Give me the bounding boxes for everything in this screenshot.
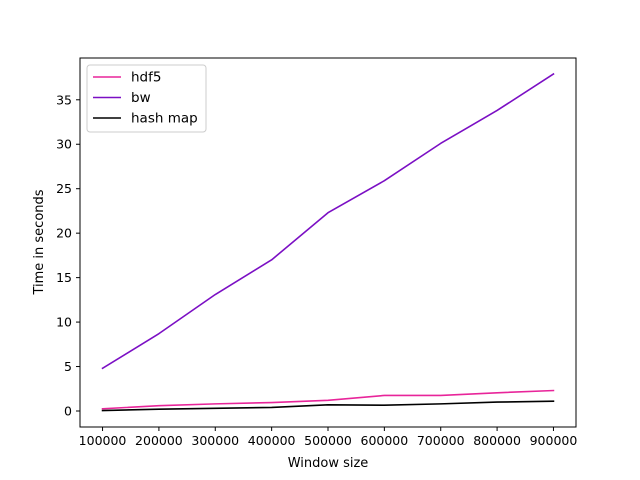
legend-box bbox=[86, 64, 207, 133]
legend-label: bw bbox=[131, 90, 151, 106]
x-axis: 100000 200000 300000 400000 500000 600000 7000… bbox=[79, 427, 578, 448]
y-tick-label: 0 bbox=[64, 403, 72, 418]
x-tick-label: 200000 bbox=[135, 433, 183, 448]
x-axis-label: Window size bbox=[288, 456, 369, 471]
x-tick-label: 800000 bbox=[473, 433, 521, 448]
y-axis-label: Time in seconds bbox=[32, 189, 47, 295]
legend-label: hash map bbox=[131, 111, 198, 127]
plot-area bbox=[101, 72, 555, 412]
y-tick-label: 5 bbox=[64, 359, 72, 374]
x-tick-label: 300000 bbox=[191, 433, 239, 448]
legend: hdf5 bw hash map bbox=[86, 64, 207, 133]
y-tick-label: 35 bbox=[56, 92, 72, 107]
x-tick-label: 100000 bbox=[79, 433, 127, 448]
y-tick-label: 15 bbox=[56, 270, 72, 285]
y-tick-label: 30 bbox=[56, 137, 72, 152]
y-axis: 0 5 10 15 20 25 30 35 bbox=[56, 92, 80, 418]
x-tick-label: 700000 bbox=[417, 433, 465, 448]
x-tick-label: 500000 bbox=[304, 433, 352, 448]
x-tick-label: 600000 bbox=[361, 433, 409, 448]
y-tick-label: 10 bbox=[56, 315, 72, 330]
y-tick-label: 20 bbox=[56, 226, 72, 241]
x-tick-label: 900000 bbox=[530, 433, 578, 448]
x-tick-label: 400000 bbox=[248, 433, 296, 448]
series-line-hash-map bbox=[101, 400, 555, 412]
series-line-bw bbox=[101, 72, 555, 370]
y-tick-label: 25 bbox=[56, 181, 72, 196]
series-line-hdf5 bbox=[101, 389, 555, 410]
legend-label: hdf5 bbox=[131, 70, 161, 86]
